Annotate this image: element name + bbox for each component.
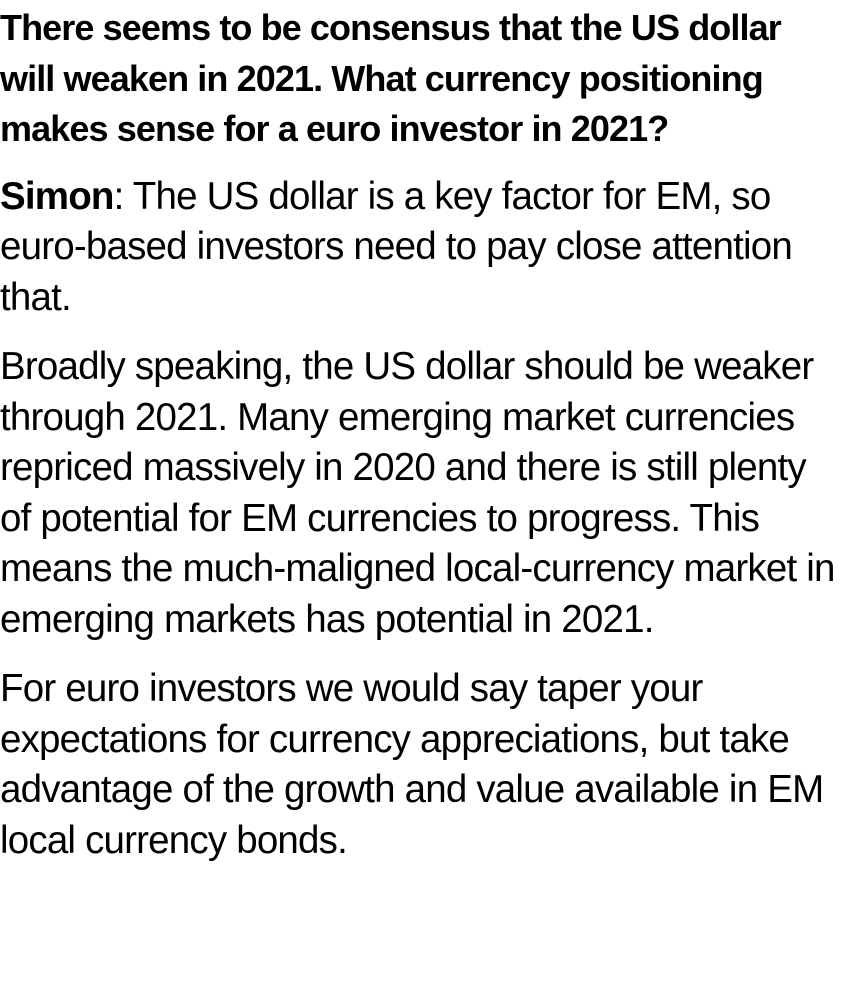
answer-intro-text: : The US dollar is a key factor for EM, … [0,174,793,319]
answer-paragraph-1: Simon: The US dollar is a key factor for… [0,172,841,324]
article: There seems to be consensus that the US … [0,7,841,862]
answer-paragraph-2: Broadly speaking, the US dollar should b… [0,345,835,641]
answer-paragraph-3: For euro investors we would say taper yo… [0,667,824,862]
speaker-name: Simon [0,174,114,218]
question-heading: There seems to be consensus that the US … [0,7,782,149]
